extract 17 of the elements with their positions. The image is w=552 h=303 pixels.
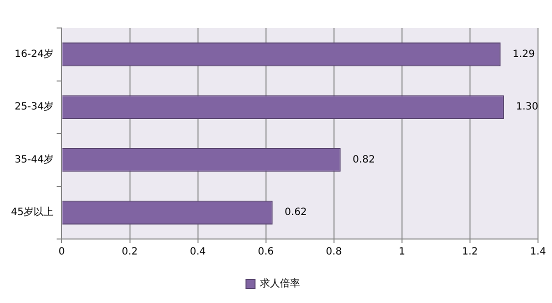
x-tick-label: 1 xyxy=(398,246,406,258)
x-tick-label: 0.4 xyxy=(190,246,206,258)
y-tick-label: 45岁以上 xyxy=(10,206,54,218)
x-tick-label: 0.6 xyxy=(258,246,274,258)
x-tick-label: 0.2 xyxy=(122,246,138,258)
x-tick-label: 1.4 xyxy=(530,246,546,258)
x-tick-label: 1.2 xyxy=(462,246,478,258)
y-tick-label: 16-24岁 xyxy=(14,48,54,60)
x-tick-label: 0 xyxy=(58,246,65,258)
y-tick-label: 35-44岁 xyxy=(14,153,54,166)
data-label: 0.62 xyxy=(284,207,307,218)
x-tick-label: 0.8 xyxy=(326,246,342,258)
data-label: 1.30 xyxy=(516,102,538,113)
data-label: 1.29 xyxy=(512,48,535,60)
legend-label: 求人倍率 xyxy=(260,278,300,290)
y-tick-label: 25-34岁 xyxy=(14,100,54,113)
data-label: 0.82 xyxy=(352,154,375,166)
